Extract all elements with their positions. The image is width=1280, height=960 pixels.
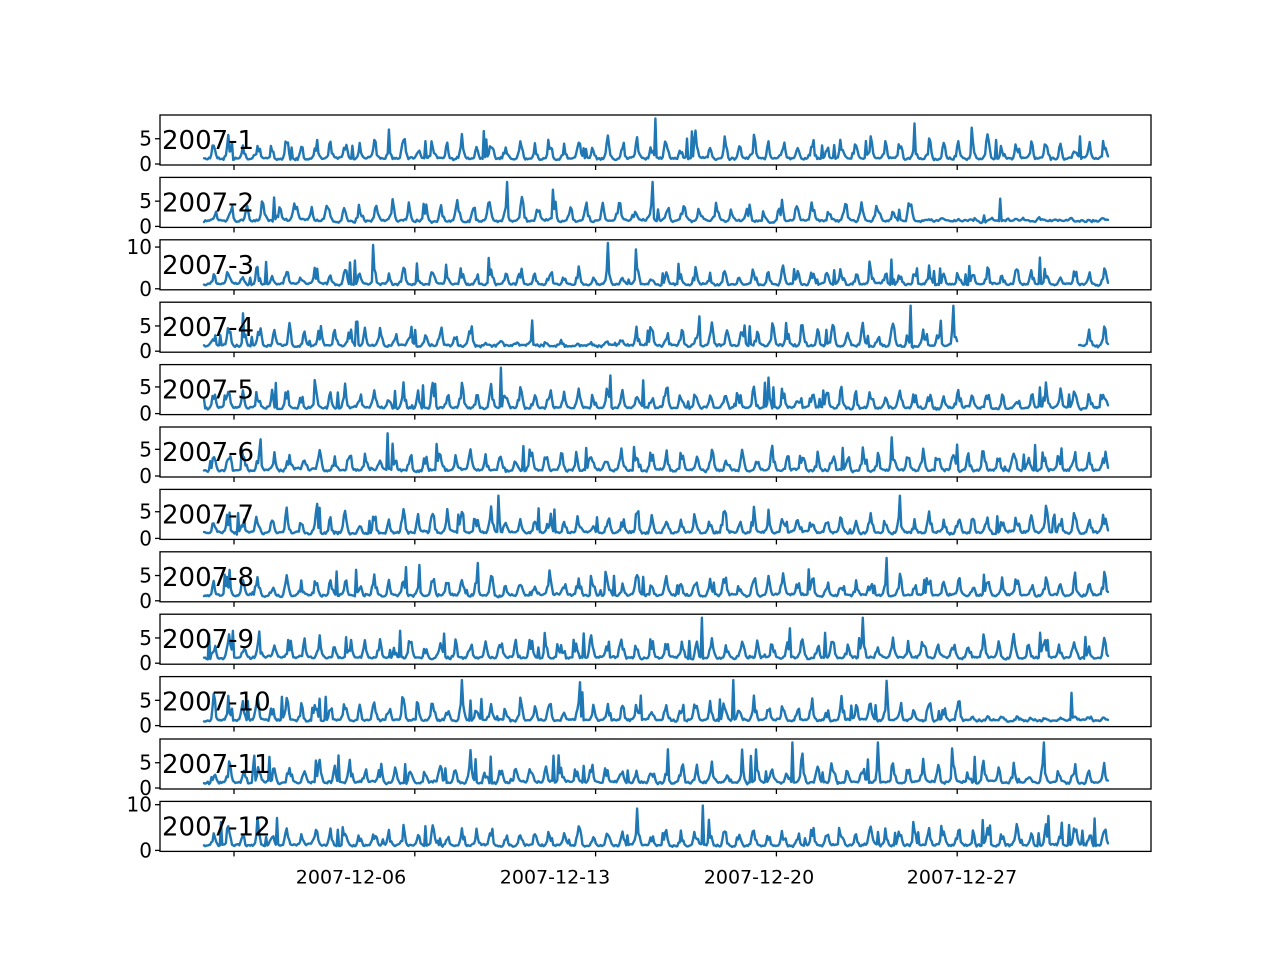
panel-label: 2007-5 — [162, 376, 254, 406]
series-line-2007-3 — [202, 241, 1110, 287]
panel-label: 2007-2 — [162, 188, 254, 218]
axes-frame-2007-11 — [159, 738, 1152, 790]
subplot-2007-2: 05 2007-2 — [139, 176, 1152, 238]
ytick-label: 0 — [139, 526, 152, 550]
panel-label: 2007-1 — [162, 126, 254, 156]
series-line-2007-5 — [202, 366, 1110, 411]
series-line-2007-2 — [202, 180, 1110, 225]
subplot-2007-7: 05 2007-7 — [139, 488, 1152, 550]
ytick-label: 0 — [139, 589, 152, 613]
subplot-2007-8: 05 2007-8 — [139, 551, 1152, 613]
ytick-label: 0 — [139, 838, 152, 862]
axes-frame-2007-8 — [159, 551, 1152, 603]
subplot-2007-5: 0 5 2007-5 — [139, 363, 1152, 426]
panel-label: 2007-6 — [162, 438, 254, 468]
ytick-label: 5 — [139, 189, 152, 213]
xtick-label: 2007-12-20 — [704, 866, 814, 888]
axes-frame-2007-3 — [159, 239, 1152, 291]
axes-frame-2007-4 — [159, 301, 1152, 353]
ytick-label: 5 — [139, 375, 152, 399]
ytick-label: 5 — [139, 751, 152, 775]
subplot-2007-10: 05 2007-10 — [139, 675, 1152, 738]
panel-label: 2007-4 — [162, 313, 254, 343]
series-line-2007-6 — [202, 432, 1110, 474]
ytick-label: 0 — [139, 214, 152, 238]
subplot-2007-4: 05 2007-4 — [139, 301, 1152, 363]
panel-label: 2007-8 — [162, 563, 254, 593]
ytick-label: 0 — [139, 339, 152, 363]
panel-label: 2007-3 — [162, 251, 254, 281]
ytick-label: 0 — [139, 152, 152, 176]
series-line-2007-7 — [202, 494, 1110, 536]
panel-label: 2007-9 — [162, 625, 254, 655]
series-line-2007-1 — [202, 117, 1110, 162]
panel-label: 2007-10 — [162, 688, 271, 718]
x-axis: 2007-12-06 2007-12-13 2007-12-20 2007-12-27 — [296, 866, 1017, 888]
axes-frame-2007-7 — [159, 488, 1152, 541]
ytick-label: 0 — [139, 402, 152, 426]
panel-label: 2007-11 — [162, 750, 271, 780]
panel-label: 2007-12 — [162, 812, 271, 842]
ytick-label: 5 — [139, 437, 152, 461]
xtick-label: 2007-12-06 — [296, 866, 406, 888]
ytick-label: 5 — [139, 500, 152, 524]
axes-frame-2007-10 — [159, 675, 1152, 728]
axes-frame-2007-1 — [159, 114, 1152, 166]
series-line-2007-11 — [202, 741, 1110, 786]
ytick-label: 0 — [139, 714, 152, 738]
subplot-2007-1: 05 2007-1 — [139, 114, 1152, 176]
subplot-2007-6: 0 5 2007-6 — [139, 426, 1152, 488]
axes-frame-2007-6 — [159, 426, 1152, 478]
ytick-label: 0 — [139, 776, 152, 800]
ytick-label: 5 — [139, 688, 152, 712]
panel-label: 2007-7 — [162, 500, 254, 530]
ytick-label: 10 — [127, 235, 152, 259]
ytick-label: 10 — [127, 793, 152, 817]
xtick-label: 2007-12-13 — [500, 866, 610, 888]
series-line-2007-4 — [202, 304, 1110, 349]
axes-frame-2007-12 — [159, 800, 1152, 853]
series-line-2007-12 — [202, 804, 1110, 849]
ytick-label: 5 — [139, 564, 152, 588]
ytick-label: 0 — [139, 464, 152, 488]
subplot-2007-12: 0 10 2007-12 — [127, 793, 1152, 862]
axes-frame-2007-9 — [159, 613, 1152, 665]
axes-frame-2007-5 — [159, 363, 1152, 416]
ytick-label: 5 — [139, 314, 152, 338]
subplot-2007-9: 05 2007-9 — [139, 613, 1152, 675]
subplot-2007-3: 0 10 2007-3 — [127, 235, 1152, 301]
axes-frame-2007-2 — [159, 176, 1152, 229]
ytick-label: 5 — [139, 127, 152, 151]
ytick-label: 0 — [139, 651, 152, 675]
series-line-2007-8 — [202, 556, 1110, 599]
series-line-2007-9 — [202, 616, 1110, 661]
ytick-label: 5 — [139, 626, 152, 650]
xtick-label: 2007-12-27 — [907, 866, 1017, 888]
ytick-label: 0 — [139, 277, 152, 301]
series-line-2007-10 — [202, 678, 1110, 723]
subplot-2007-11: 05 2007-11 — [139, 738, 1152, 800]
